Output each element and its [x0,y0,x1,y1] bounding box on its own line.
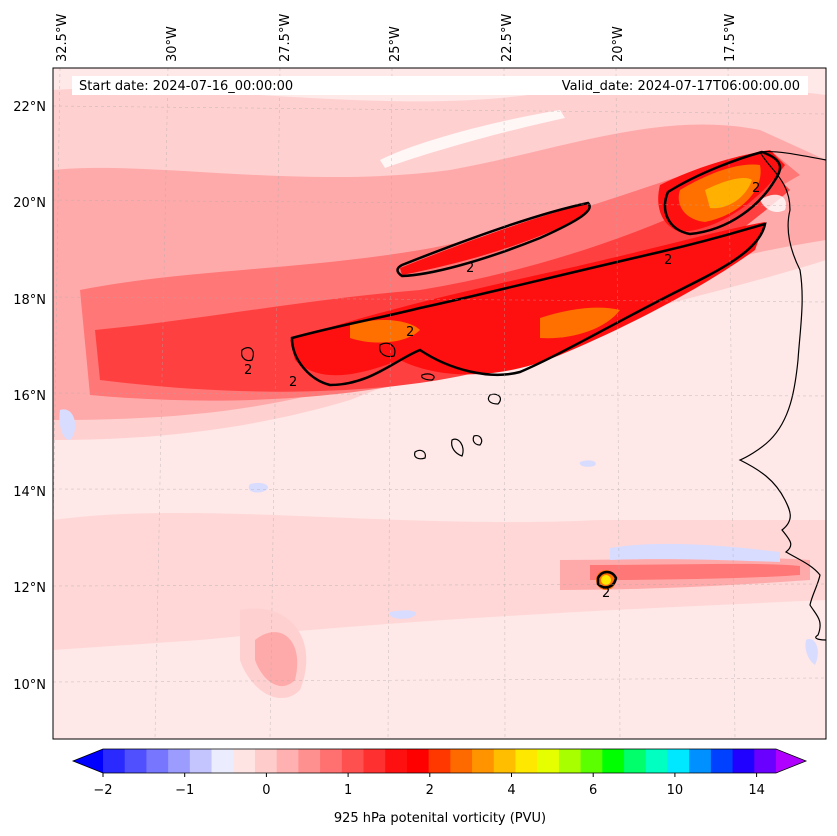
colorbar-tick-label: −2 [93,783,112,798]
map-panel: 2 2 2 2 2 2 2 [53,68,826,739]
colorbar-cell [124,749,147,773]
lon-label-20w: 20°W [611,26,626,62]
lon-label-30w: 30°W [165,26,180,62]
lon-label-22-5w: 22.5°W [500,14,515,62]
colorbar-tick-label: 0 [262,783,270,798]
longitude-labels: 32.5°W 30°W 27.5°W 25°W 22.5°W 20°W 17.5… [55,14,738,62]
lat-label-10n: 10°N [13,678,46,693]
colorbar-cell [320,749,343,773]
african-coastline [738,150,826,641]
island-fogo [414,449,426,460]
colorbar-cell [168,749,191,773]
colorbar-cell [689,749,712,773]
colorbar-tick-label: 4 [507,783,515,798]
colorbar-cell [667,749,690,773]
colorbar-cell [472,749,495,773]
contour-2pvu-main-band [290,222,767,387]
contour-label-4: 2 [406,325,414,340]
lat-label-16n: 16°N [13,389,46,404]
colorbar-cells [73,749,806,773]
colorbar-label: 925 hPa potenital vorticity (PVU) [334,811,546,826]
contour-2pvu-east-core [663,150,782,236]
islands [241,342,502,460]
colorbar-extend-min [73,749,103,773]
pv-field-red-light [95,170,790,392]
pv-field-gold [601,178,752,585]
colorbar-extend-max [776,749,806,773]
colorbar-cell [276,749,299,773]
colorbar-cell [363,749,386,773]
colorbar-cell [189,749,213,773]
colorbar-cell [211,749,234,773]
lat-label-20n: 20°N [13,196,46,211]
lat-label-18n: 18°N [13,293,46,308]
colorbar-tick-label: 2 [426,783,434,798]
start-date-box [72,76,312,95]
gridlines [53,68,826,739]
colorbar-cell [732,749,755,773]
colorbar-cell [233,749,256,773]
colorbar-cell [254,749,278,773]
latitude-labels: 22°N 20°N 18°N 16°N 14°N 12°N 10°N [13,100,46,693]
colorbar-cell [515,749,538,773]
contour-label-7: 2 [602,586,610,601]
lon-label-25w: 25°W [388,26,403,62]
colorbar: −2 −1 0 1 2 4 6 10 14 925 hPa potenital vorticit… [71,748,808,826]
colorbar-cell [341,749,365,773]
colorbar-cell [754,749,777,773]
colorbar-cell [428,749,451,773]
lat-label-14n: 14°N [13,485,46,500]
valid-date-label: Valid_date: 2024-07-17T06:00:00.00 [562,79,800,94]
contour-label-3: 2 [752,181,760,196]
lat-label-12n: 12°N [13,581,46,596]
pv-contours [290,150,782,589]
island-santo-antao [241,347,254,362]
map-frame [52,67,827,740]
colorbar-ticks: −2 −1 0 1 2 4 6 10 14 [93,773,765,798]
colorbar-cell [558,749,582,773]
colorbar-tick-label: 10 [667,783,684,798]
lon-label-27-5w: 27.5°W [278,14,293,62]
pv-field-zero [380,110,786,212]
colorbar-tick-label: −1 [175,783,194,798]
pv-field-negative [59,409,818,665]
contour-label-6: 2 [289,375,297,390]
colorbar-cell [385,749,408,773]
island-boa-vista [487,393,502,405]
colorbar-cell [624,749,647,773]
colorbar-cell [298,749,321,773]
island-maio [472,435,483,446]
colorbar-tick-label: 1 [344,783,352,798]
colorbar-cell [710,749,734,773]
colorbar-cell [493,749,516,773]
colorbar-cell [602,749,625,773]
colorbar-cell [580,749,603,773]
colorbar-cell [406,749,430,773]
contour-label-2: 2 [664,253,672,268]
contour-labels: 2 2 2 2 2 2 2 [244,181,760,601]
island-santiago [451,438,464,457]
valid-date-box [310,76,808,95]
lon-label-17-5w: 17.5°W [723,14,738,62]
island-sao-nicolau [379,342,396,358]
colorbar-cell [103,749,126,773]
contour-2pvu-isolated [596,570,618,589]
contour-label-1: 2 [466,261,474,276]
island-sal [421,373,435,381]
start-date-label: Start date: 2024-07-16_00:00:00 [79,79,293,94]
colorbar-tick-label: 14 [748,783,765,798]
colorbar-cell [450,749,473,773]
colorbar-cell [146,749,169,773]
contour-2pvu-north-band [396,201,591,278]
colorbar-cell [645,749,668,773]
colorbar-tick-label: 6 [589,783,597,798]
lat-label-22n: 22°N [13,100,46,115]
colorbar-cell [537,749,560,773]
lon-label-32-5w: 32.5°W [55,14,70,62]
contour-label-5: 2 [244,363,252,378]
